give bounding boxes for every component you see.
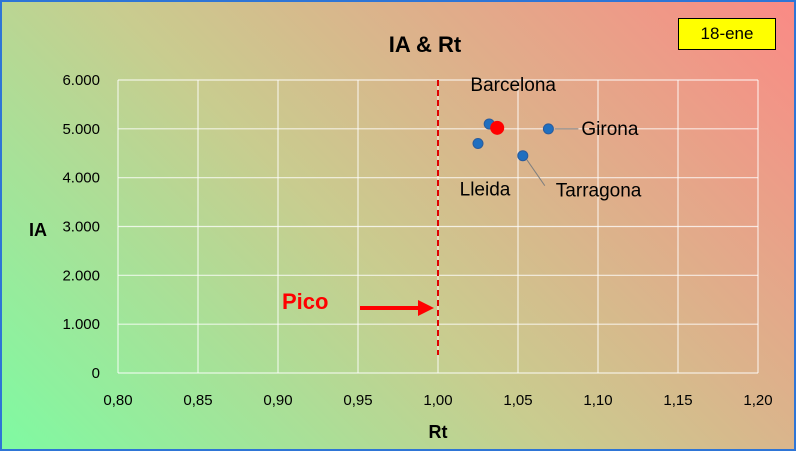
y-tick-label: 2.000 (62, 267, 100, 284)
y-tick-label: 5.000 (62, 121, 100, 138)
annotation-arrow (360, 300, 434, 316)
x-tick-label: 1,20 (743, 392, 772, 409)
y-tick-label: 1.000 (62, 316, 100, 333)
y-tick-label: 6.000 (62, 72, 100, 89)
x-tick-label: 0,90 (263, 392, 292, 409)
x-tick-label: 0,85 (183, 392, 212, 409)
y-axis-title: IA (29, 220, 47, 240)
data-point (517, 150, 529, 162)
data-label: Tarragona (556, 181, 642, 202)
arrow-head (418, 300, 434, 316)
y-tick-label: 3.000 (62, 219, 100, 236)
data-label: Girona (581, 119, 638, 140)
data-point (542, 123, 554, 135)
x-tick-label: 1,00 (423, 392, 452, 409)
y-tick-labels: 0 1.000 2.000 3.000 4.000 5.000 6.000 (62, 72, 100, 382)
y-tick-label: 4.000 (62, 170, 100, 187)
x-tick-labels: 0,80 0,85 0,90 0,95 1,00 1,05 1,10 1,15 1,20 (103, 392, 772, 409)
data-label: Barcelona (470, 75, 556, 96)
x-tick-label: 1,10 (583, 392, 612, 409)
x-axis-title: Rt (429, 422, 448, 442)
data-label: Lleida (460, 179, 511, 200)
y-tick-label: 0 (92, 365, 100, 382)
data-point (472, 137, 484, 149)
x-tick-label: 1,15 (663, 392, 692, 409)
x-tick-label: 0,95 (343, 392, 372, 409)
leader-line (526, 159, 546, 186)
annotation-label: Pico (282, 289, 328, 314)
x-tick-label: 1,05 (503, 392, 532, 409)
leader-lines (526, 128, 579, 186)
x-tick-label: 0,80 (103, 392, 132, 409)
highlight-point (490, 120, 505, 135)
point-labels: Barcelona Girona Tarragona Lleida (460, 75, 642, 202)
grid (117, 79, 759, 374)
date-badge: 18-ene (678, 18, 776, 50)
chart-title: IA & Rt (389, 32, 462, 57)
data-points (472, 118, 554, 162)
